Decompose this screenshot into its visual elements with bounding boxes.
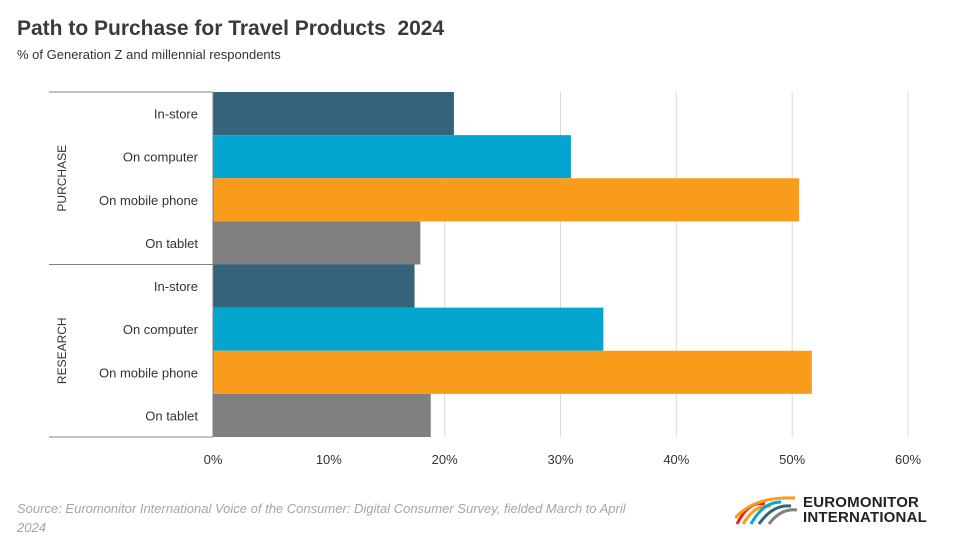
logo-arc xyxy=(757,504,792,525)
x-tick-label: 40% xyxy=(663,452,689,467)
chart-subtitle: % of Generation Z and millennial respond… xyxy=(17,47,281,62)
logo-arc xyxy=(767,508,798,525)
x-tick-label: 20% xyxy=(432,452,458,467)
bar xyxy=(213,350,812,394)
category-label: In-store xyxy=(154,107,198,122)
category-label: On mobile phone xyxy=(99,365,198,380)
bar xyxy=(213,221,421,265)
category-label: On mobile phone xyxy=(99,193,198,208)
euromonitor-logo: EUROMONITOR INTERNATIONAL xyxy=(735,492,935,532)
logo-arc xyxy=(735,496,796,520)
logo-line-2: INTERNATIONAL xyxy=(803,509,927,526)
x-tick-label: 50% xyxy=(779,452,805,467)
bar xyxy=(213,264,415,308)
category-label: On computer xyxy=(123,322,199,337)
bar xyxy=(213,178,800,222)
bar xyxy=(213,307,604,351)
bar xyxy=(213,92,454,136)
bar-chart: In-store On computer On mobile phone On tab… xyxy=(49,91,921,467)
x-tick-label: 10% xyxy=(316,452,342,467)
category-label: On tablet xyxy=(145,236,198,251)
bar xyxy=(213,393,431,437)
source-note: Source: Euromonitor International Voice … xyxy=(17,501,626,535)
x-tick-label: 60% xyxy=(895,452,921,467)
chart-title: Path to Purchase for Travel Products 202… xyxy=(17,17,445,40)
logo-arc xyxy=(749,500,782,525)
logo-line-1: EUROMONITOR xyxy=(803,494,920,511)
category-label: On computer xyxy=(123,150,199,165)
x-tick-label: 0% xyxy=(204,452,223,467)
logo-arc-icon xyxy=(735,496,798,525)
group-label: PURCHASE xyxy=(55,145,69,212)
x-tick-label: 30% xyxy=(547,452,573,467)
category-label: On tablet xyxy=(145,408,198,423)
category-label: In-store xyxy=(154,279,198,294)
bar xyxy=(213,135,571,179)
group-label: RESEARCH xyxy=(55,317,69,384)
